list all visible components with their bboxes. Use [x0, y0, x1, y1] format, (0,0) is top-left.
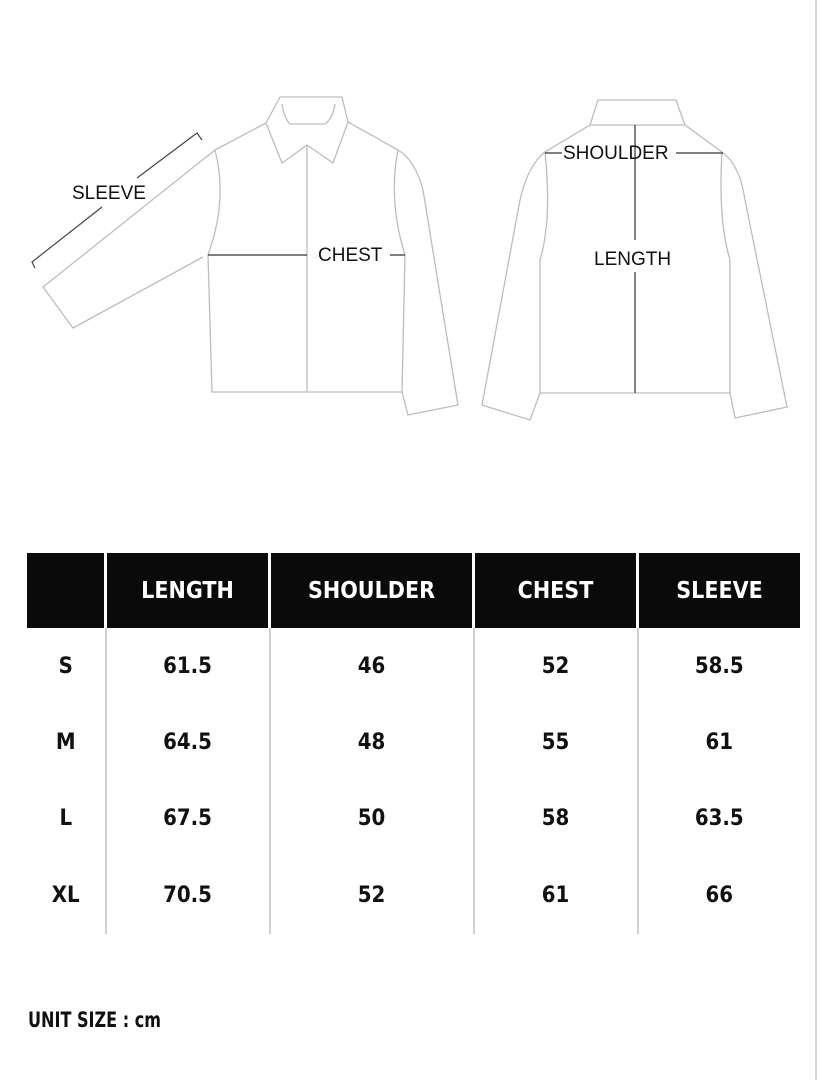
sleeve-cell: 61: [636, 704, 800, 780]
page-edge-line: [815, 0, 817, 1080]
chest-cell: 61: [472, 856, 638, 934]
shoulder-cell: 48: [268, 704, 474, 780]
size-cell: S: [58, 653, 73, 679]
front-jacket-outline: [42, 96, 459, 416]
sleeve-cell: 66: [636, 856, 800, 934]
header-shoulder: SHOULDER: [268, 553, 474, 628]
length-label: LENGTH: [594, 249, 671, 270]
sleeve-cell: 63.5: [636, 780, 800, 856]
sleeve-cell: 58.5: [636, 628, 800, 704]
shoulder-cell: 52: [268, 856, 474, 934]
size-cell: XL: [51, 882, 80, 908]
chest-cell: 58: [472, 780, 638, 856]
sleeve-measure-line: [31, 132, 203, 269]
table-row: XL 70.5 52 61 66: [27, 856, 800, 934]
table-row: L 67.5 50 58 63.5: [27, 780, 800, 856]
shoulder-cell: 50: [268, 780, 474, 856]
length-cell: 64.5: [104, 704, 270, 780]
length-cell: 67.5: [104, 780, 270, 856]
unit-note: UNIT SIZE : cm: [28, 1008, 161, 1032]
shoulder-cell: 46: [268, 628, 474, 704]
shoulder-label: SHOULDER: [563, 143, 669, 164]
size-cell: M: [55, 729, 76, 755]
sleeve-label: SLEEVE: [72, 183, 146, 204]
table-row: M 64.5 48 55 61: [27, 704, 800, 780]
header-sleeve: SLEEVE: [636, 553, 800, 628]
chest-cell: 52: [472, 628, 638, 704]
length-cell: 70.5: [104, 856, 270, 934]
chest-label: CHEST: [318, 245, 383, 266]
size-table: LENGTH SHOULDER CHEST SLEEVE S 61.5 46 5…: [27, 553, 800, 934]
jacket-diagram: SLEEVE CHEST SHOULDER LENGTH: [31, 96, 788, 421]
chest-cell: 55: [472, 704, 638, 780]
header-length: LENGTH: [104, 553, 270, 628]
table-row: S 61.5 46 52 58.5: [27, 628, 800, 704]
size-cell: L: [59, 805, 73, 831]
header-chest: CHEST: [472, 553, 638, 628]
length-cell: 61.5: [104, 628, 270, 704]
table-header-row: LENGTH SHOULDER CHEST SLEEVE: [27, 553, 800, 628]
header-size: [27, 553, 106, 628]
